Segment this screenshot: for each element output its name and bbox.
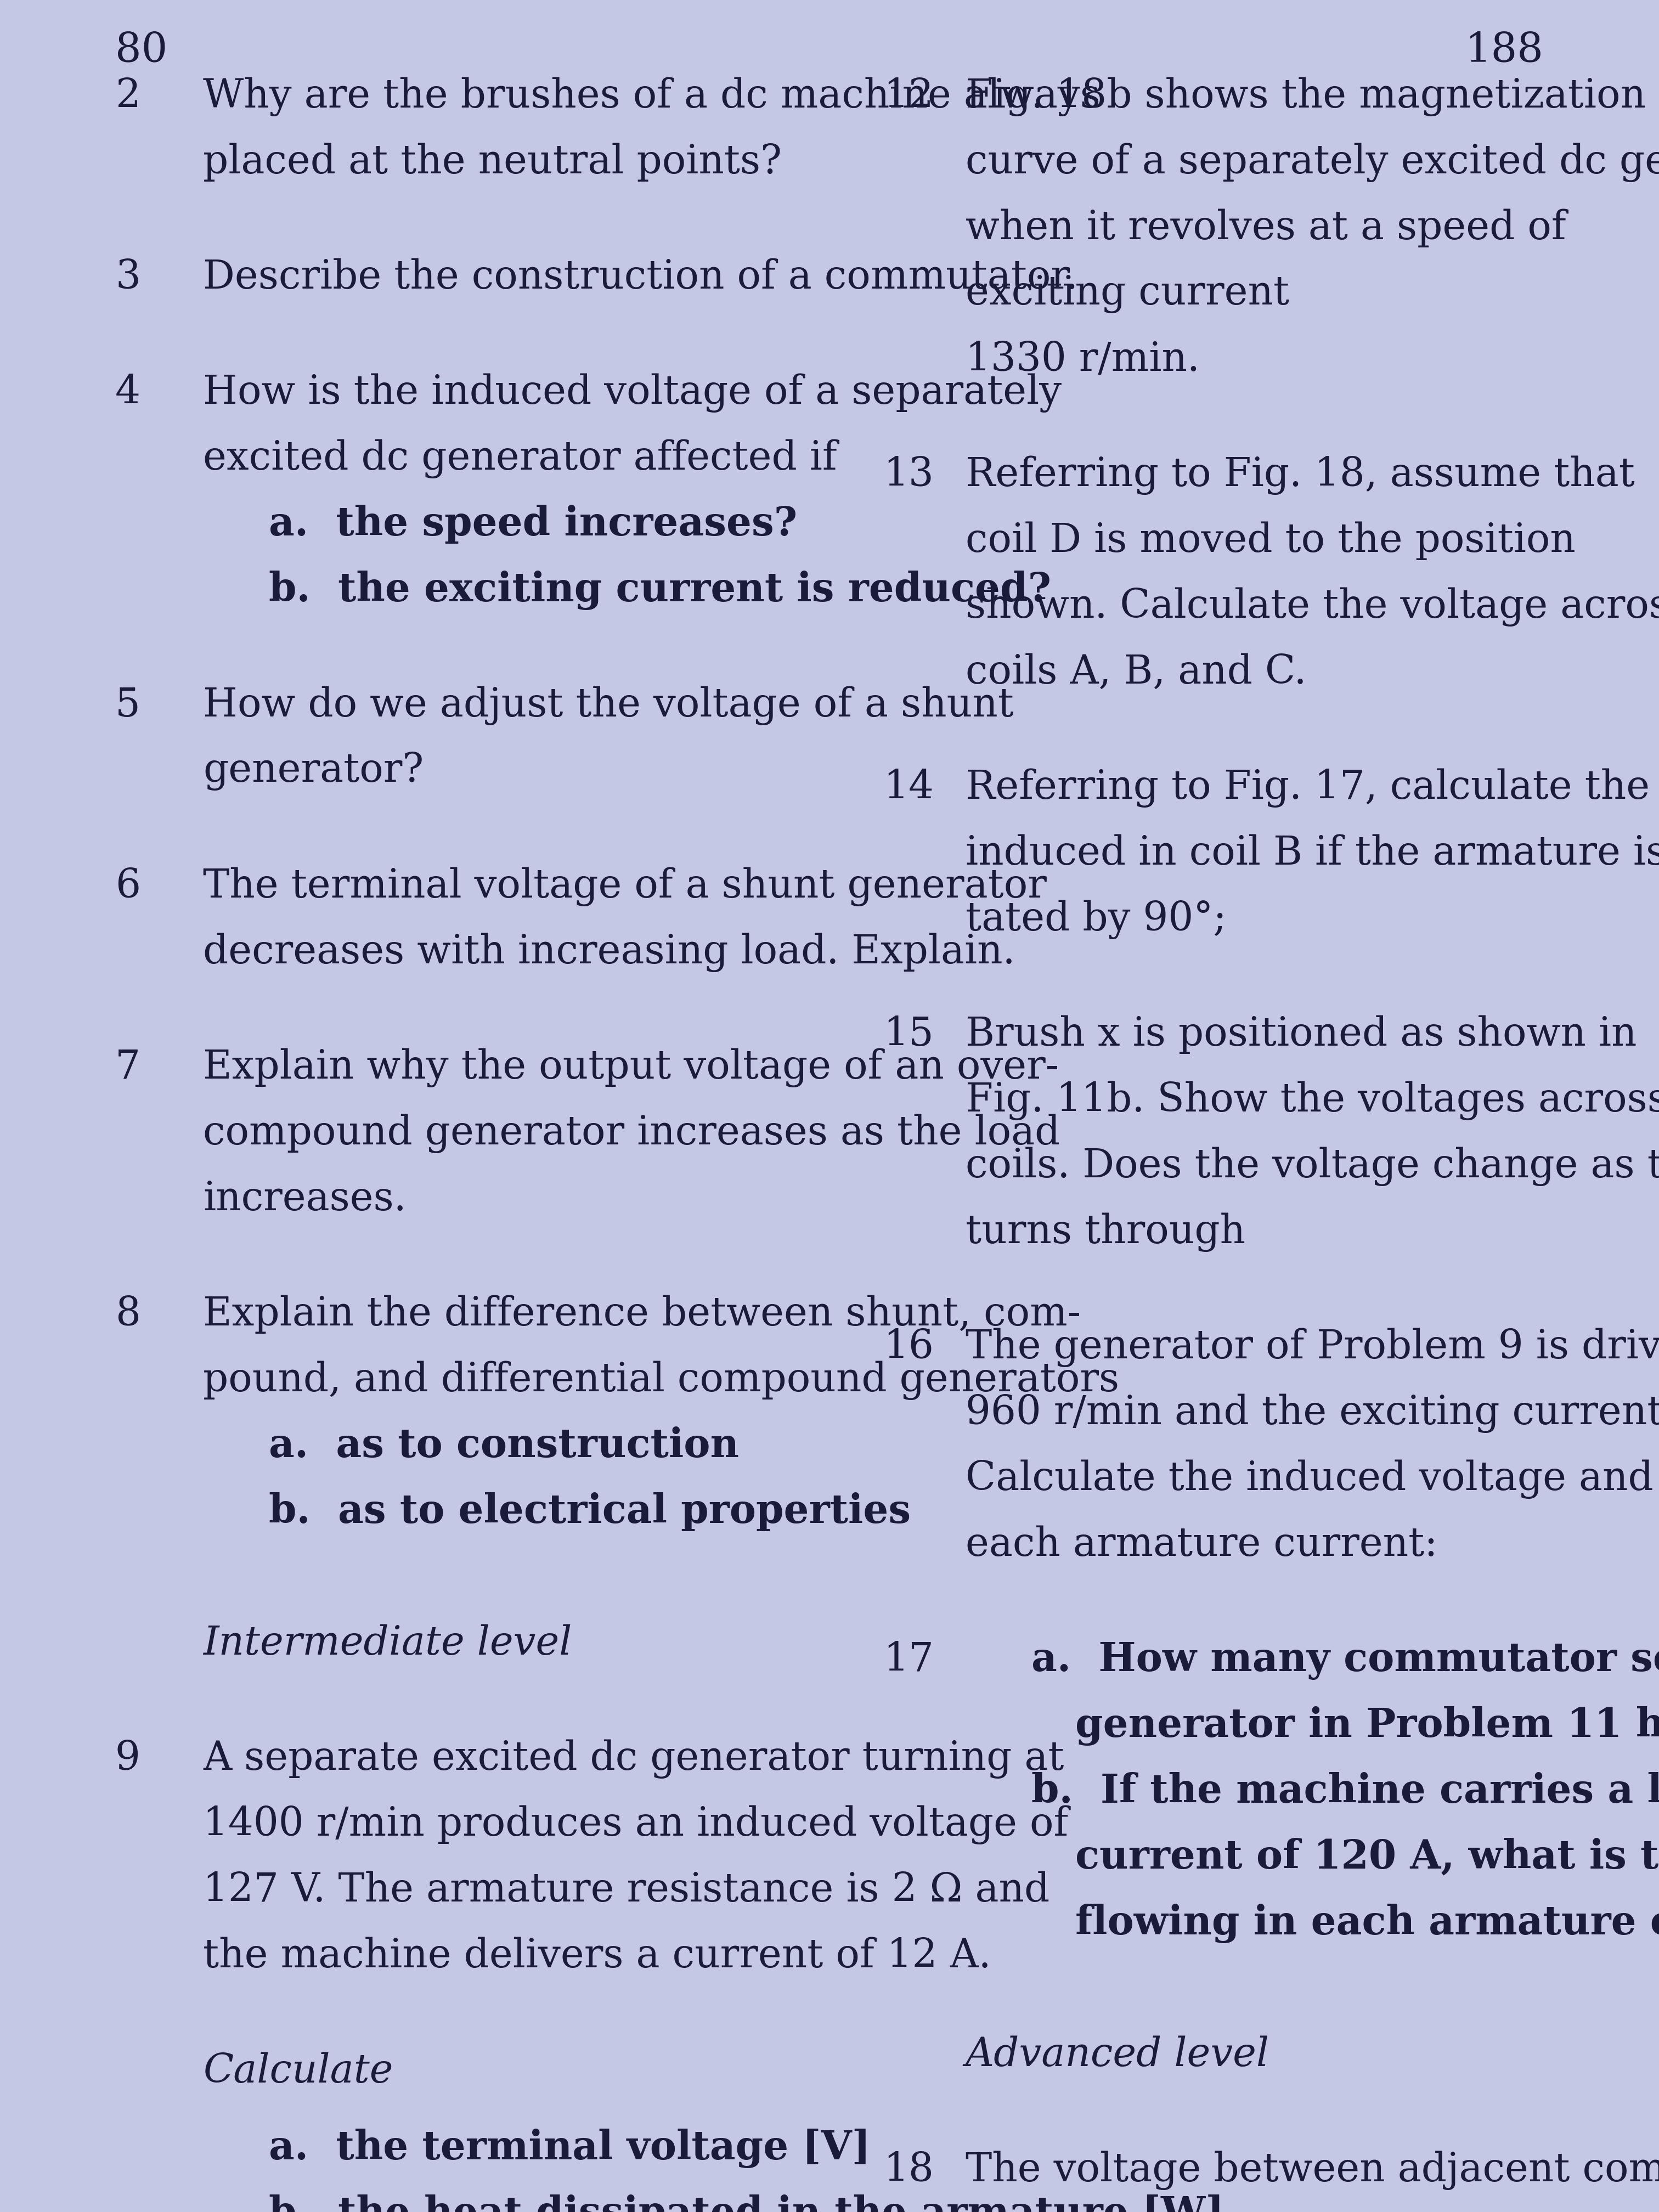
Text: 188: 188 [1465, 31, 1545, 71]
Text: Calculate the induced voltage and torque for: Calculate the induced voltage and torque… [966, 1460, 1659, 1498]
Text: How do we adjust the voltage of a shunt: How do we adjust the voltage of a shunt [202, 686, 1014, 726]
Text: curve of a separately excited dc generator: curve of a separately excited dc generat… [966, 142, 1659, 181]
Text: 7: 7 [114, 1048, 141, 1086]
Text: when it revolves at a speed of: when it revolves at a speed of [966, 208, 1566, 248]
Text: Why are the brushes of a dc machine always: Why are the brushes of a dc machine alwa… [202, 77, 1100, 115]
Text: compound generator increases as the load: compound generator increases as the load [202, 1113, 1060, 1152]
Text: The terminal voltage of a shunt generator: The terminal voltage of a shunt generato… [202, 867, 1047, 907]
Text: Brush x is positioned as shown in: Brush x is positioned as shown in [966, 1015, 1637, 1053]
Text: shown. Calculate the voltage across: shown. Calculate the voltage across [966, 586, 1659, 626]
Text: 18: 18 [883, 2150, 934, 2190]
Text: 9: 9 [114, 1739, 141, 1778]
Text: Calculate: Calculate [202, 2053, 393, 2090]
Text: 127 V. The armature resistance is 2 Ω and: 127 V. The armature resistance is 2 Ω an… [202, 1871, 1050, 1909]
Text: Fig. 18b shows the magnetization: Fig. 18b shows the magnetization [966, 77, 1646, 115]
Text: 14: 14 [883, 768, 934, 807]
Text: decreases with increasing load. Explain.: decreases with increasing load. Explain. [202, 933, 1015, 971]
Text: a.  How many commutator segments does the: a. How many commutator segments does the [1032, 1641, 1659, 1679]
Text: each armature current:: each armature current: [966, 1524, 1438, 1564]
Text: coils A, B, and C.: coils A, B, and C. [966, 653, 1307, 692]
Text: 13: 13 [883, 456, 934, 493]
Text: 1330 r/min.: 1330 r/min. [966, 341, 1199, 378]
Text: Explain why the output voltage of an over-: Explain why the output voltage of an ove… [202, 1048, 1058, 1086]
Text: 16: 16 [883, 1327, 934, 1367]
Text: Referring to Fig. 17, calculate the voltage: Referring to Fig. 17, calculate the volt… [966, 768, 1659, 807]
Text: a.  the terminal voltage [V]: a. the terminal voltage [V] [269, 2128, 871, 2168]
Text: 960 r/min and the exciting current is 20 A.: 960 r/min and the exciting current is 20… [966, 1394, 1659, 1433]
Text: placed at the neutral points?: placed at the neutral points? [202, 142, 781, 181]
Text: 1400 r/min produces an induced voltage of: 1400 r/min produces an induced voltage o… [202, 1805, 1068, 1845]
Text: increases.: increases. [202, 1179, 406, 1219]
Text: generator?: generator? [202, 752, 423, 790]
Text: 17: 17 [883, 1641, 934, 1679]
Text: 6: 6 [114, 867, 141, 905]
Text: 3: 3 [114, 259, 141, 296]
Text: b.  the heat dissipated in the armature [W]: b. the heat dissipated in the armature [… [269, 2194, 1224, 2212]
Text: 8: 8 [114, 1294, 141, 1334]
Text: 12: 12 [883, 77, 934, 115]
Text: b.  the exciting current is reduced?: b. the exciting current is reduced? [269, 571, 1052, 611]
Text: induced in coil B if the armature is ro-: induced in coil B if the armature is ro- [966, 834, 1659, 872]
Text: How is the induced voltage of a separately: How is the induced voltage of a separate… [202, 374, 1062, 411]
Text: exciting current: exciting current [966, 274, 1289, 314]
Text: pound, and differential compound generators: pound, and differential compound generat… [202, 1360, 1120, 1400]
Text: b.  If the machine carries a line: b. If the machine carries a line [1032, 1772, 1659, 1812]
Text: flowing in each armature coil?: flowing in each armature coil? [1075, 1905, 1659, 1942]
Text: Advanced level: Advanced level [966, 2035, 1269, 2075]
Text: tated by 90°;: tated by 90°; [966, 900, 1226, 938]
Text: 80: 80 [114, 31, 168, 71]
Text: 4: 4 [114, 374, 141, 411]
Text: current of 120 A, what is the current: current of 120 A, what is the current [1075, 1838, 1659, 1876]
Text: a.  the speed increases?: a. the speed increases? [269, 504, 798, 544]
Text: The generator of Problem 9 is driven at: The generator of Problem 9 is driven at [966, 1327, 1659, 1367]
Text: excited dc generator affected if: excited dc generator affected if [202, 438, 838, 478]
Text: b.  as to electrical properties: b. as to electrical properties [269, 1493, 911, 1531]
Text: A separate excited dc generator turning at: A separate excited dc generator turning … [202, 1739, 1063, 1778]
Text: coils. Does the voltage change as the armature: coils. Does the voltage change as the ar… [966, 1146, 1659, 1186]
Text: the machine delivers a current of 12 A.: the machine delivers a current of 12 A. [202, 1936, 990, 1975]
Text: Describe the construction of a commutator.: Describe the construction of a commutato… [202, 259, 1078, 296]
Text: 2: 2 [114, 77, 141, 115]
Text: 5: 5 [114, 686, 141, 726]
Text: 15: 15 [883, 1015, 934, 1053]
Text: turns through: turns through [966, 1212, 1246, 1252]
Text: The voltage between adjacent commutator segments is: The voltage between adjacent commutator … [966, 2150, 1659, 2190]
Text: Fig. 11b. Show the voltages across the: Fig. 11b. Show the voltages across the [966, 1082, 1659, 1119]
Text: Intermediate level: Intermediate level [202, 1624, 572, 1663]
Text: coil D is moved to the position: coil D is moved to the position [966, 522, 1576, 560]
Text: a.  as to construction: a. as to construction [269, 1427, 738, 1464]
Text: Explain the difference between shunt, com-: Explain the difference between shunt, co… [202, 1294, 1080, 1334]
Text: Referring to Fig. 18, assume that: Referring to Fig. 18, assume that [966, 456, 1634, 495]
Text: generator in Problem 11 have?: generator in Problem 11 have? [1075, 1705, 1659, 1745]
